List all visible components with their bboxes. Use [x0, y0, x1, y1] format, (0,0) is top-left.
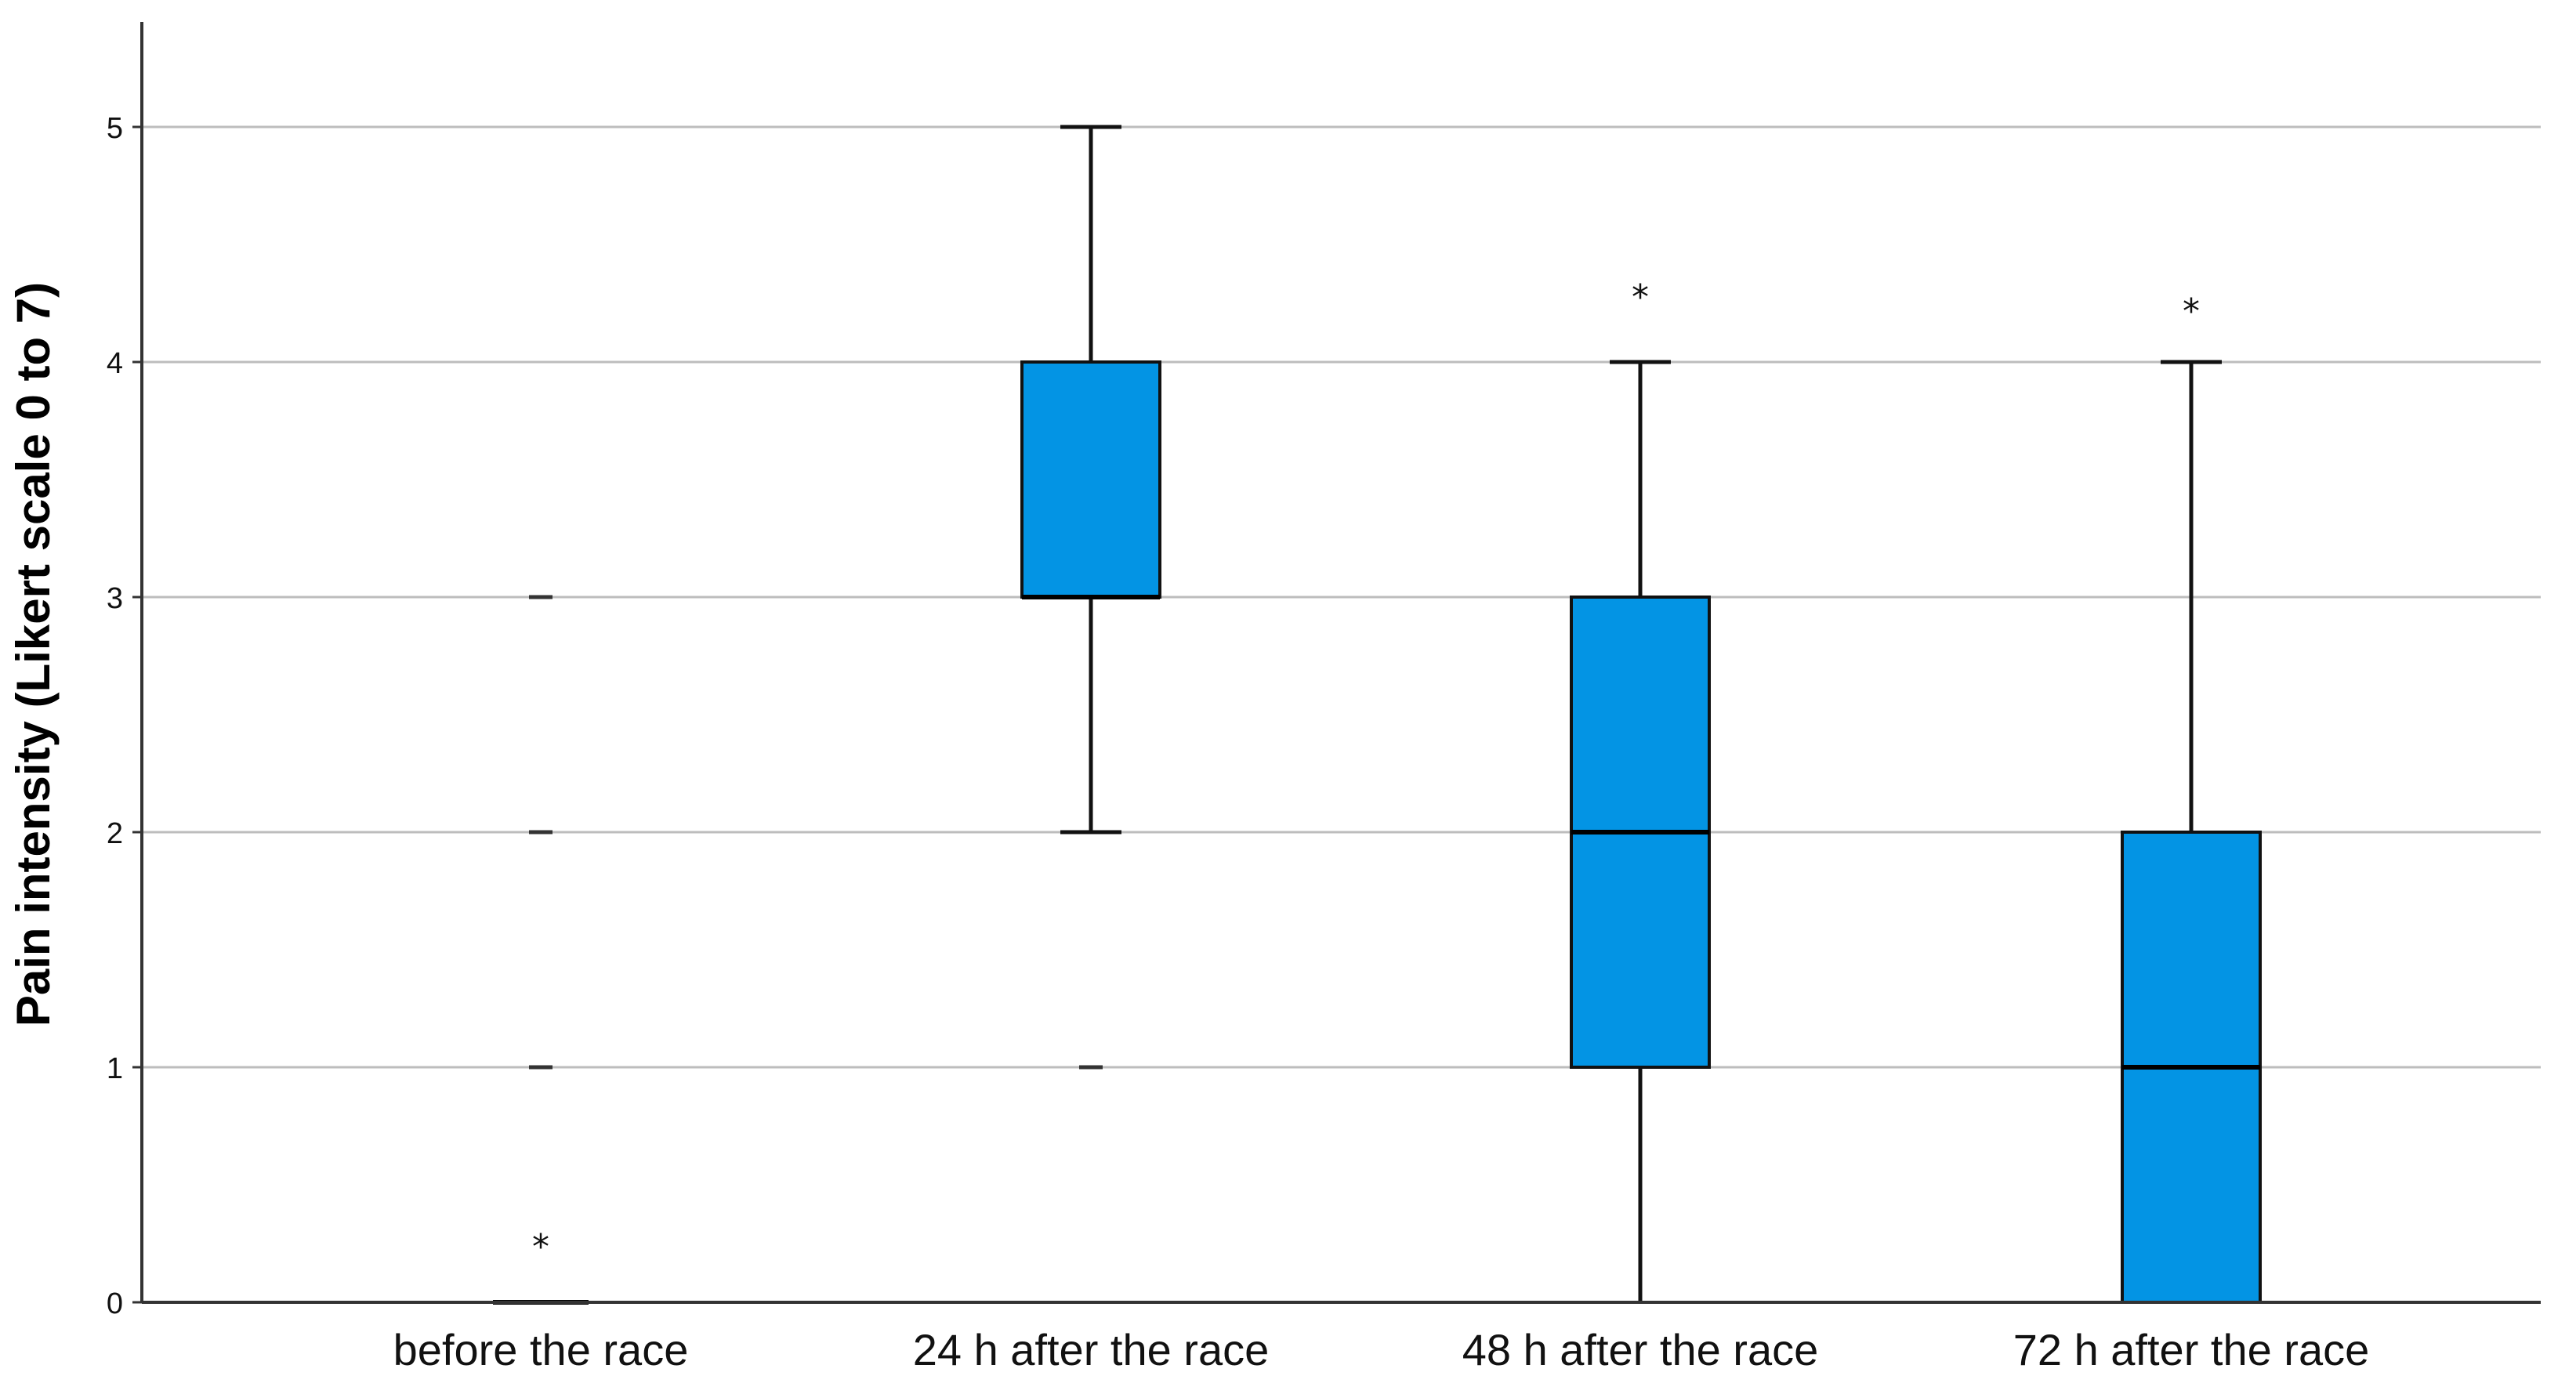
y-tick-label: 2 [107, 817, 123, 850]
box-group [1020, 125, 1161, 1070]
y-tick-label: 1 [107, 1052, 123, 1085]
box-group: * [2121, 291, 2262, 1304]
box-group: * [493, 595, 589, 1305]
extreme-asterisk: * [2183, 291, 2200, 331]
y-tick-label: 5 [107, 112, 123, 145]
extreme-asterisk: * [1632, 277, 1649, 317]
box-marks: * * * [493, 125, 2262, 1305]
extreme-asterisk: * [532, 1227, 549, 1267]
x-tick-label: 24 h after the race [913, 1325, 1270, 1374]
axes [132, 22, 2541, 1304]
y-tick-label: 0 [107, 1287, 123, 1320]
axis-labels: Pain intensity (Likert scale 0 to 7) 0 1 2… [7, 112, 2369, 1374]
x-tick-label: before the race [393, 1325, 689, 1374]
x-tick-label: 72 h after the race [2013, 1325, 2370, 1374]
box-group: * [1570, 277, 1711, 1302]
y-tick-label: 3 [107, 582, 123, 615]
x-tick-label: 48 h after the race [1462, 1325, 1819, 1374]
box-iqr [1020, 360, 1161, 599]
y-axis-label: Pain intensity (Likert scale 0 to 7) [7, 282, 60, 1026]
y-tick-label: 4 [107, 347, 123, 380]
